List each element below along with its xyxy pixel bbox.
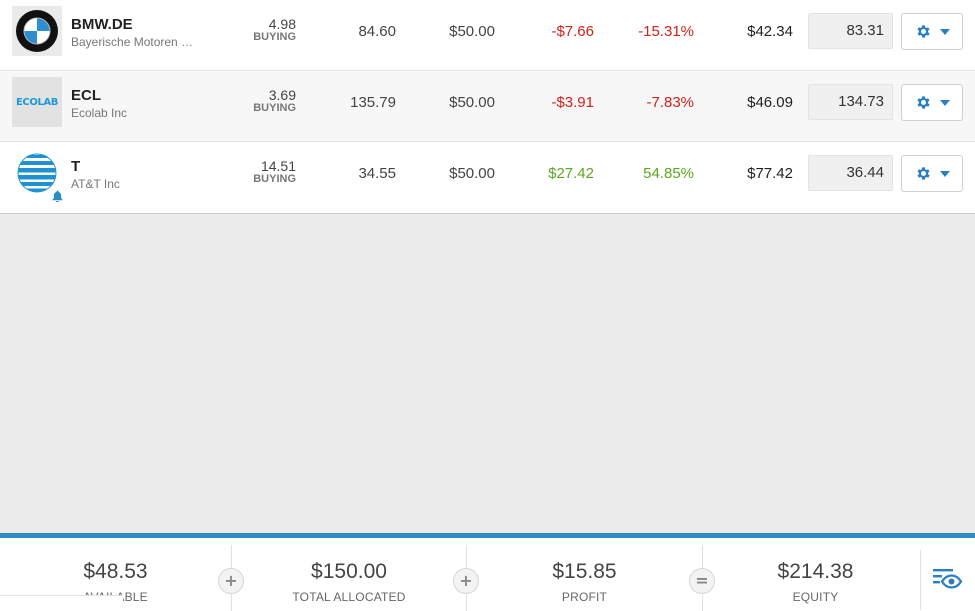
- eye-icon[interactable]: [933, 568, 963, 590]
- units-value: 3.69: [268, 87, 296, 103]
- allocated-stat: $150.00 TOTAL ALLOCATED: [232, 538, 466, 611]
- account-summary-bar: $48.53 AVAILABLE + $150.00 TOTAL ALLOCAT…: [0, 533, 975, 611]
- divider: [920, 550, 921, 610]
- table-row[interactable]: BMW.DE Bayerische Motoren … 4.98 BUYING …: [0, 0, 975, 71]
- profit-loss: -$3.91: [551, 94, 594, 111]
- available-cover: [0, 595, 123, 611]
- profit-loss: $27.42: [548, 165, 594, 182]
- open-rate: 84.60: [358, 23, 396, 40]
- units-cell: 4.98 BUYING: [253, 17, 296, 44]
- instrument-symbol[interactable]: BMW.DE: [71, 16, 133, 33]
- available-stat: $48.53 AVAILABLE: [0, 538, 231, 611]
- current-rate: 83.31: [808, 13, 893, 49]
- profit-value: $15.85: [552, 560, 617, 583]
- units-cell: 3.69 BUYING: [253, 88, 296, 115]
- invested-amount: $50.00: [449, 23, 495, 40]
- ecolab-logo: ECOLAB: [12, 77, 62, 127]
- current-rate: 36.44: [808, 155, 893, 191]
- equity-stat: $214.38 EQUITY: [703, 538, 928, 611]
- portfolio-table: BMW.DE Bayerische Motoren … 4.98 BUYING …: [0, 0, 975, 214]
- gear-icon: [916, 25, 930, 38]
- trade-direction: BUYING: [253, 31, 296, 43]
- profit-loss: -$7.66: [551, 23, 594, 40]
- equity-value: $214.38: [777, 560, 854, 583]
- table-row[interactable]: ECOLAB ECL Ecolab Inc 3.69 BUYING 135.79…: [0, 71, 975, 142]
- gear-icon: [916, 167, 930, 180]
- bmw-logo: [12, 6, 62, 56]
- allocated-label: TOTAL ALLOCATED: [292, 590, 406, 604]
- plus-operator: +: [453, 568, 479, 594]
- instrument-name: Ecolab Inc: [71, 106, 128, 120]
- instrument-name: AT&T Inc: [71, 177, 120, 191]
- position-settings-button[interactable]: [901, 13, 963, 50]
- equals-operator: =: [689, 568, 715, 594]
- profit-loss-percent: -7.83%: [646, 94, 694, 111]
- position-value: $46.09: [747, 94, 793, 111]
- bell-icon[interactable]: [52, 190, 63, 202]
- profit-stat: $15.85 PROFIT: [467, 538, 702, 611]
- instrument-symbol[interactable]: ECL: [71, 87, 101, 104]
- open-rate: 34.55: [358, 165, 396, 182]
- trade-direction: BUYING: [253, 173, 296, 185]
- available-value: $48.53: [83, 560, 148, 583]
- position-settings-button[interactable]: [901, 84, 963, 121]
- units-cell: 14.51 BUYING: [253, 159, 296, 186]
- instrument-name: Bayerische Motoren …: [71, 35, 194, 49]
- current-rate: 134.73: [808, 84, 893, 120]
- allocated-value: $150.00: [311, 560, 387, 583]
- equity-label: EQUITY: [792, 590, 839, 604]
- instrument-symbol[interactable]: T: [71, 158, 81, 175]
- trade-direction: BUYING: [253, 102, 296, 114]
- profit-label: PROFIT: [561, 590, 608, 604]
- ecolab-logo-text: ECOLAB: [15, 96, 58, 108]
- caret-down-icon: [939, 170, 950, 177]
- caret-down-icon: [939, 28, 950, 35]
- units-value: 14.51: [260, 158, 296, 174]
- position-value: $42.34: [747, 23, 793, 40]
- profit-loss-percent: 54.85%: [643, 165, 694, 182]
- position-value: $77.42: [747, 165, 793, 182]
- invested-amount: $50.00: [449, 165, 495, 182]
- profit-loss-percent: -15.31%: [638, 23, 694, 40]
- units-value: 4.98: [268, 16, 296, 32]
- caret-down-icon: [939, 99, 950, 106]
- plus-operator: +: [218, 568, 244, 594]
- att-logo: [12, 148, 62, 198]
- open-rate: 135.79: [350, 94, 396, 111]
- position-settings-button[interactable]: [901, 155, 963, 192]
- invested-amount: $50.00: [449, 94, 495, 111]
- table-row[interactable]: T AT&T Inc 14.51 BUYING 34.55 $50.00 $27…: [0, 142, 975, 213]
- gear-icon: [916, 96, 930, 109]
